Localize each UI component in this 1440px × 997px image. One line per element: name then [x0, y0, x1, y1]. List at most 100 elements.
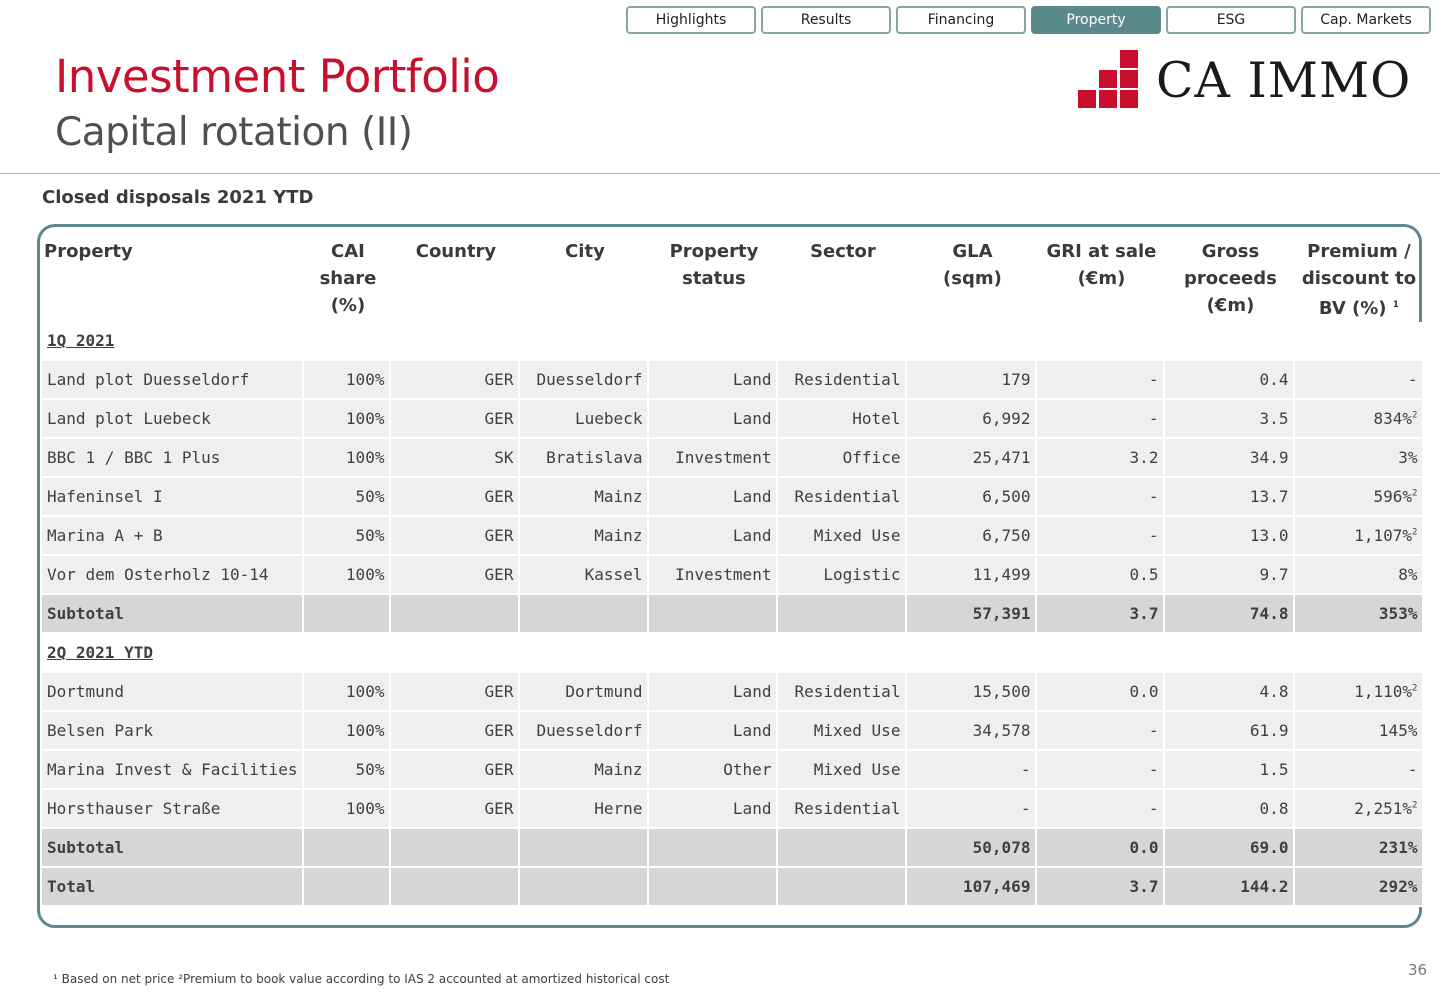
premium-value: 834%	[1373, 409, 1413, 428]
table-cell: -	[907, 790, 1038, 829]
table-cell: 145%	[1295, 712, 1423, 751]
table-cell: 57,391	[907, 595, 1038, 634]
column-header-line: Property	[44, 241, 133, 262]
table-cell: 292%	[1295, 868, 1423, 907]
table-cell: Land	[649, 712, 779, 751]
table-cell: Investment	[649, 439, 779, 478]
group-label: 2Q 2021 YTD	[42, 634, 1423, 673]
empty-cell	[778, 829, 908, 868]
tab-property[interactable]: Property	[1031, 6, 1161, 34]
ca-immo-logo: CA IMMO	[1076, 48, 1411, 112]
table-cell: 179	[907, 361, 1038, 400]
page-number: 36	[1408, 961, 1428, 979]
premium-value: 1,110%	[1354, 682, 1413, 701]
page-title: Investment Portfolio	[55, 50, 500, 103]
table-cell: 50,078	[907, 829, 1038, 868]
tab-esg[interactable]: ESG	[1166, 6, 1296, 34]
table-cell: Hotel	[778, 400, 908, 439]
table-body: 1Q 2021 Land plot Duesseldorf 100% GER Duess…	[42, 322, 1423, 907]
column-header: GRI at sale (€m)	[1037, 232, 1165, 322]
column-header-line: (%)	[330, 295, 366, 316]
column-header-line: (€m)	[1206, 295, 1255, 316]
header-divider	[0, 173, 1440, 174]
table-cell: 107,469	[907, 868, 1038, 907]
table-header-row: Property CAI share (%) Country City Property st…	[42, 232, 1422, 322]
subtotal-row: Subtotal 50,078 0.0 69.0 231%	[42, 829, 1423, 868]
property-name: Marina Invest & Facilities	[42, 751, 305, 790]
table-cell: Residential	[778, 673, 908, 712]
row-label: Subtotal	[42, 595, 305, 634]
table-row: BBC 1 / BBC 1 Plus 100% SK Bratislava Invest…	[42, 439, 1423, 478]
premium-value: 596%	[1373, 487, 1413, 506]
table-cell: Duesseldorf	[520, 712, 650, 751]
group-header-row: 2Q 2021 YTD	[42, 634, 1423, 673]
table-cell: Investment	[649, 556, 779, 595]
page-subtitle: Capital rotation (II)	[55, 110, 413, 155]
column-header: Property status	[649, 232, 778, 322]
table-cell: 3%	[1295, 439, 1423, 478]
table-cell: 25,471	[907, 439, 1038, 478]
table-cell: 1,110%2	[1295, 673, 1423, 712]
table-cell: 50%	[304, 751, 392, 790]
column-header-line: Property	[669, 241, 759, 262]
table-cell: 353%	[1295, 595, 1423, 634]
property-name: Land plot Luebeck	[42, 400, 305, 439]
table-cell: 3.7	[1037, 595, 1166, 634]
tab-cap-markets[interactable]: Cap. Markets	[1301, 6, 1431, 34]
column-header-line: Premium /	[1307, 241, 1411, 262]
row-label: Subtotal	[42, 829, 305, 868]
disposals-table: Property CAI share (%) Country City Property st…	[42, 232, 1423, 907]
column-header-line: proceeds	[1184, 268, 1277, 289]
group-label: 1Q 2021	[42, 322, 1423, 361]
premium-value: 1,107%	[1354, 526, 1413, 545]
footnote-marker: 2	[1412, 683, 1418, 694]
total-row: Total 107,469 3.7 144.2 292%	[42, 868, 1423, 907]
empty-cell	[304, 868, 392, 907]
tab-financing[interactable]: Financing	[896, 6, 1026, 34]
column-header: Sector	[778, 232, 907, 322]
table-cell: SK	[391, 439, 521, 478]
table-row: Hafeninsel I 50% GER Mainz Land Residential 6,…	[42, 478, 1423, 517]
table-cell: -	[907, 751, 1038, 790]
table-row: Land plot Luebeck 100% GER Luebeck Land Hotel…	[42, 400, 1423, 439]
table-cell: 231%	[1295, 829, 1423, 868]
subtotal-row: Subtotal 57,391 3.7 74.8 353%	[42, 595, 1423, 634]
table-cell: 3.5	[1165, 400, 1296, 439]
table-cell: GER	[391, 790, 521, 829]
footnote-marker: 2	[1412, 488, 1418, 499]
table-cell: Land	[649, 478, 779, 517]
table-cell: GER	[391, 751, 521, 790]
table-row: Marina A + B 50% GER Mainz Land Mixed Use 6,75…	[42, 517, 1423, 556]
property-name: BBC 1 / BBC 1 Plus	[42, 439, 305, 478]
table-cell: GER	[391, 478, 521, 517]
tab-highlights[interactable]: Highlights	[626, 6, 756, 34]
table-cell: 6,992	[907, 400, 1038, 439]
table-cell: GER	[391, 556, 521, 595]
property-name: Vor dem Osterholz 10-14	[42, 556, 305, 595]
table-cell: GER	[391, 712, 521, 751]
column-header-line: GRI at sale	[1046, 241, 1157, 262]
column-header-line: discount to	[1301, 268, 1417, 289]
row-label: Total	[42, 868, 305, 907]
table-cell: 100%	[304, 790, 392, 829]
section-label: Closed disposals 2021 YTD	[42, 187, 314, 208]
column-header: CAI share (%)	[304, 232, 391, 322]
tab-results[interactable]: Results	[761, 6, 891, 34]
table-cell: 15,500	[907, 673, 1038, 712]
table-cell: 0.0	[1037, 673, 1166, 712]
table-cell: 100%	[304, 673, 392, 712]
table-cell: 100%	[304, 400, 392, 439]
table-cell: 9.7	[1165, 556, 1296, 595]
table-cell: Land	[649, 673, 779, 712]
table-cell: 0.0	[1037, 829, 1166, 868]
table-cell: Mixed Use	[778, 712, 908, 751]
table-cell: Office	[778, 439, 908, 478]
table-cell: 100%	[304, 556, 392, 595]
top-nav: Highlights Results Financing Property ES…	[626, 6, 1431, 34]
table-row: Dortmund 100% GER Dortmund Land Residential 15…	[42, 673, 1423, 712]
table-cell: 6,750	[907, 517, 1038, 556]
table-row: Vor dem Osterholz 10-14 100% GER Kassel Inve…	[42, 556, 1423, 595]
table-cell: Land	[649, 517, 779, 556]
table-cell: 61.9	[1165, 712, 1296, 751]
empty-cell	[649, 868, 779, 907]
